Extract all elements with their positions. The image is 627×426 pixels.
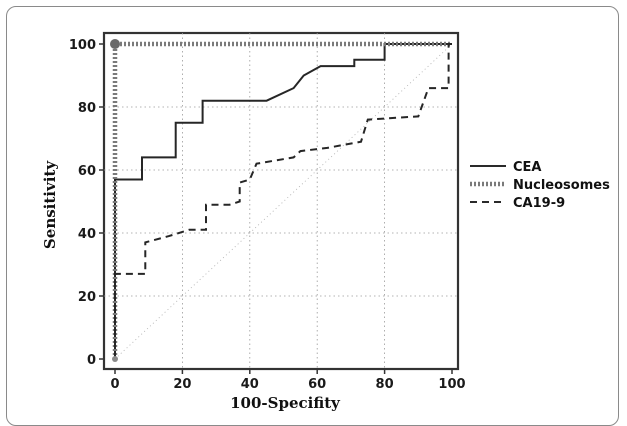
legend-label-nucleosomes: Nucleosomes — [513, 178, 610, 193]
plot-layer: 0 20 40 60 80 100 0 20 40 60 80 100 — [69, 31, 466, 392]
y-tick-label: 80 — [78, 101, 96, 116]
diagonal-reference-line — [114, 43, 453, 360]
x-tick-label: 80 — [376, 377, 394, 392]
legend-label-ca19-9: CA19-9 — [513, 196, 565, 211]
legend: CEA Nucleosomes CA19-9 — [470, 160, 610, 211]
x-tick-label: 0 — [110, 377, 119, 392]
series-marker-nucleosomes — [112, 356, 118, 362]
roc-chart: 0 20 40 60 80 100 0 20 40 60 80 100 Sensitivity 100… — [41, 31, 610, 412]
series-line-nucleosomes — [112, 41, 452, 359]
y-tick-label: 0 — [87, 353, 96, 368]
x-tick-label: 40 — [241, 377, 259, 392]
x-tick-label: 20 — [173, 377, 191, 392]
legend-label-cea: CEA — [513, 160, 541, 175]
series-line-cea — [114, 43, 452, 359]
y-tick-label: 60 — [78, 164, 96, 179]
y-tick-label: 40 — [78, 227, 96, 242]
x-tick-label: 60 — [308, 377, 326, 392]
y-tick-label: 100 — [69, 38, 96, 53]
series-line-ca19-9 — [114, 43, 452, 359]
x-axis-title: 100-Specifity — [230, 394, 341, 412]
y-axis-title: Sensitivity — [41, 160, 59, 249]
series-marker-nucleosomes — [110, 39, 120, 49]
plot-area-border — [102, 31, 460, 371]
x-tick-label: 100 — [438, 377, 465, 392]
y-tick-label: 20 — [78, 290, 96, 305]
